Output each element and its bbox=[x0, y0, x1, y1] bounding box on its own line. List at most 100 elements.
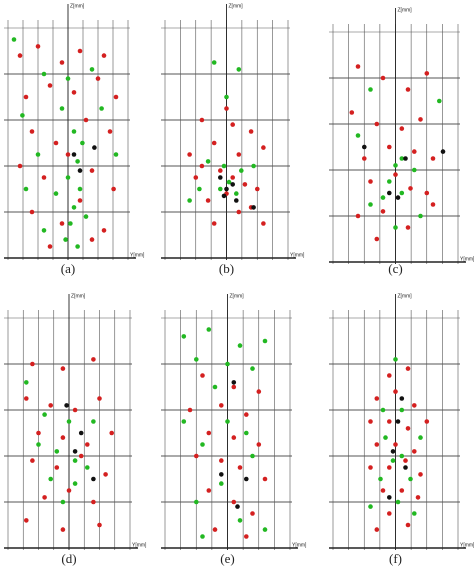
data-point bbox=[235, 504, 240, 509]
data-point bbox=[29, 209, 35, 215]
data-point bbox=[230, 122, 235, 127]
data-point bbox=[440, 149, 446, 154]
data-point bbox=[211, 60, 217, 65]
data-point bbox=[211, 140, 217, 146]
data-point bbox=[211, 221, 217, 226]
data-point bbox=[85, 465, 90, 470]
data-point bbox=[17, 163, 23, 169]
data-point bbox=[408, 186, 413, 191]
data-point bbox=[53, 140, 59, 146]
data-point bbox=[248, 129, 254, 134]
data-point bbox=[395, 499, 401, 505]
data-point bbox=[24, 396, 29, 401]
data-point bbox=[368, 202, 373, 207]
data-point bbox=[42, 495, 47, 500]
z-axis-label: Z[mm] bbox=[398, 7, 413, 13]
data-point bbox=[71, 90, 77, 95]
data-point bbox=[77, 48, 83, 54]
data-point bbox=[368, 504, 373, 509]
panel-label: (d) bbox=[61, 551, 76, 566]
data-point bbox=[221, 193, 227, 199]
data-point bbox=[399, 190, 405, 196]
data-point bbox=[380, 195, 386, 200]
data-point bbox=[362, 144, 367, 150]
data-point bbox=[244, 412, 249, 417]
data-point bbox=[399, 156, 405, 161]
data-point bbox=[77, 168, 83, 173]
data-point bbox=[59, 60, 65, 65]
data-point bbox=[408, 476, 413, 482]
data-point bbox=[200, 373, 205, 378]
data-point bbox=[113, 152, 119, 157]
data-point bbox=[387, 495, 392, 500]
data-point bbox=[83, 214, 89, 219]
data-point bbox=[103, 472, 108, 477]
data-point bbox=[380, 488, 386, 493]
data-point bbox=[430, 156, 436, 161]
data-point bbox=[355, 213, 361, 219]
data-point bbox=[89, 168, 95, 173]
data-point bbox=[236, 152, 242, 157]
data-point bbox=[234, 198, 239, 203]
data-point bbox=[72, 407, 78, 413]
data-point bbox=[83, 117, 89, 123]
panel: Z[mm] Y[mm] (b) bbox=[161, 3, 305, 276]
data-point bbox=[251, 205, 256, 210]
data-point bbox=[193, 175, 199, 180]
data-point bbox=[242, 182, 248, 187]
data-point bbox=[231, 384, 237, 390]
data-point bbox=[254, 186, 260, 192]
data-point bbox=[405, 522, 411, 528]
data-point bbox=[97, 522, 102, 528]
data-point bbox=[399, 396, 405, 401]
data-point bbox=[47, 83, 53, 88]
data-point bbox=[387, 373, 392, 378]
data-point bbox=[219, 458, 224, 463]
data-point bbox=[63, 237, 68, 242]
data-point bbox=[234, 191, 239, 196]
data-point bbox=[237, 343, 243, 348]
data-point bbox=[262, 476, 268, 482]
data-point bbox=[11, 37, 17, 42]
data-point bbox=[231, 499, 237, 505]
data-point bbox=[194, 453, 199, 459]
data-point bbox=[387, 419, 392, 424]
data-point bbox=[59, 106, 65, 111]
z-axis-label: Z[mm] bbox=[70, 3, 85, 9]
data-point bbox=[403, 465, 408, 470]
data-point bbox=[230, 182, 235, 187]
data-point bbox=[393, 163, 398, 168]
data-point bbox=[378, 476, 383, 482]
data-point bbox=[36, 430, 41, 436]
data-point bbox=[187, 407, 193, 413]
data-point bbox=[218, 175, 223, 180]
data-point bbox=[387, 190, 392, 196]
data-point bbox=[261, 221, 266, 226]
data-point bbox=[262, 338, 268, 344]
panel-label: (e) bbox=[220, 551, 234, 566]
data-point bbox=[412, 167, 417, 173]
panel-label: (c) bbox=[388, 261, 402, 276]
data-point bbox=[368, 179, 373, 184]
data-point bbox=[197, 186, 202, 192]
data-point bbox=[250, 453, 255, 459]
data-point bbox=[206, 488, 212, 493]
data-point bbox=[368, 419, 373, 424]
y-axis-label: Y[mm] bbox=[292, 542, 307, 548]
panel-label: (a) bbox=[61, 261, 75, 276]
data-point bbox=[91, 499, 96, 505]
data-point bbox=[68, 221, 73, 226]
data-point bbox=[71, 129, 77, 134]
data-point bbox=[218, 186, 223, 192]
data-point bbox=[77, 198, 83, 203]
data-point bbox=[72, 481, 78, 486]
data-point bbox=[23, 94, 29, 100]
data-point bbox=[78, 430, 84, 436]
data-point bbox=[20, 113, 25, 118]
data-point bbox=[355, 133, 361, 138]
data-point bbox=[107, 129, 113, 134]
data-point bbox=[60, 527, 66, 532]
data-point bbox=[368, 87, 373, 92]
data-point bbox=[250, 511, 255, 516]
data-point bbox=[225, 361, 230, 367]
